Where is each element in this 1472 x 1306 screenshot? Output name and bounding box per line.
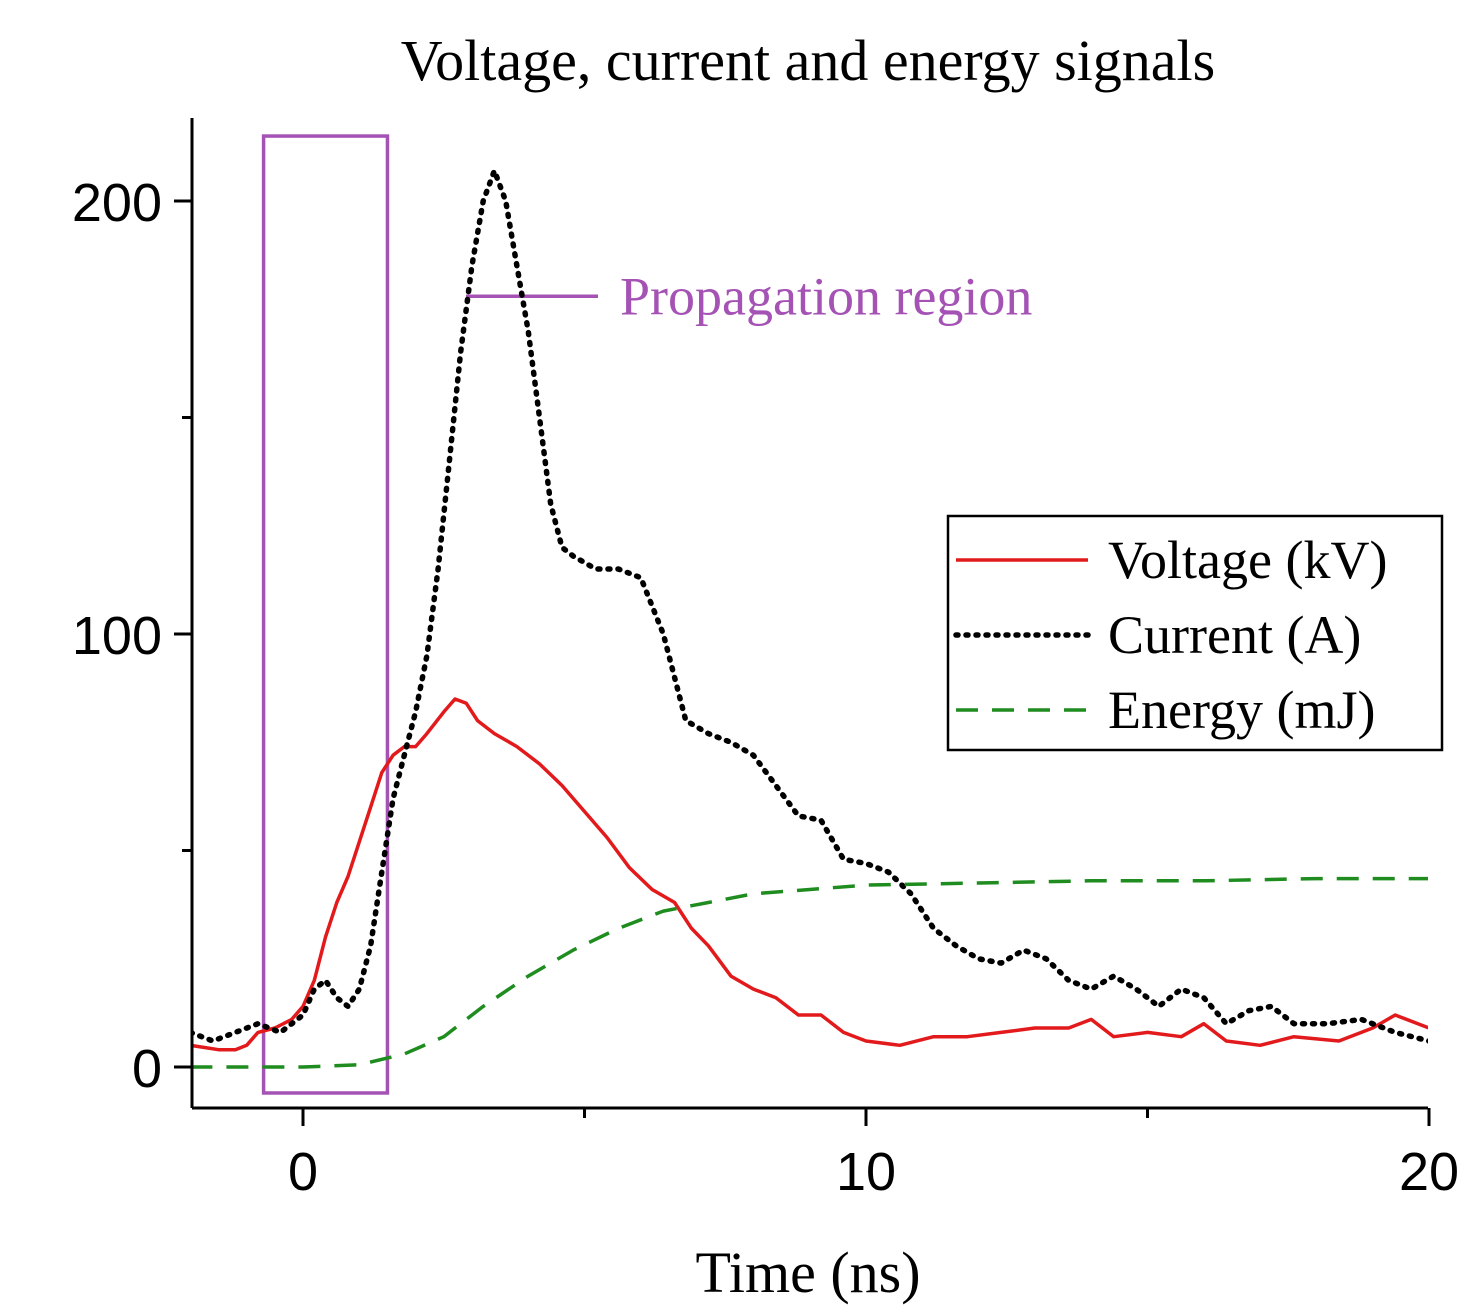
legend-label: Energy (mJ): [1108, 680, 1375, 740]
legend-label: Current (A): [1108, 605, 1361, 665]
series-line-energy: [192, 876, 1428, 1069]
chart-title: Voltage, current and energy signals: [401, 28, 1215, 93]
propagation-region-label: Propagation region: [620, 266, 1032, 326]
x-tick-label: 10: [836, 1142, 896, 1202]
x-tick-label: 0: [288, 1142, 318, 1202]
series-layer: [192, 167, 1428, 1069]
propagation-region-box: [261, 134, 390, 1095]
y-tick-label: 200: [72, 173, 162, 233]
y-tick-label: 0: [132, 1039, 162, 1099]
x-tick-label: 20: [1399, 1142, 1459, 1202]
x-axis-label: Time (ns): [695, 1240, 920, 1305]
legend-label: Voltage (kV): [1108, 530, 1387, 590]
y-tick-label: 100: [72, 606, 162, 666]
annotation-layer: Propagation region: [261, 134, 1032, 1095]
series-line-current: [192, 167, 1428, 1044]
legend: Voltage (kV) Current (A) Energy (mJ): [946, 514, 1444, 752]
series-line-voltage: [192, 697, 1428, 1052]
